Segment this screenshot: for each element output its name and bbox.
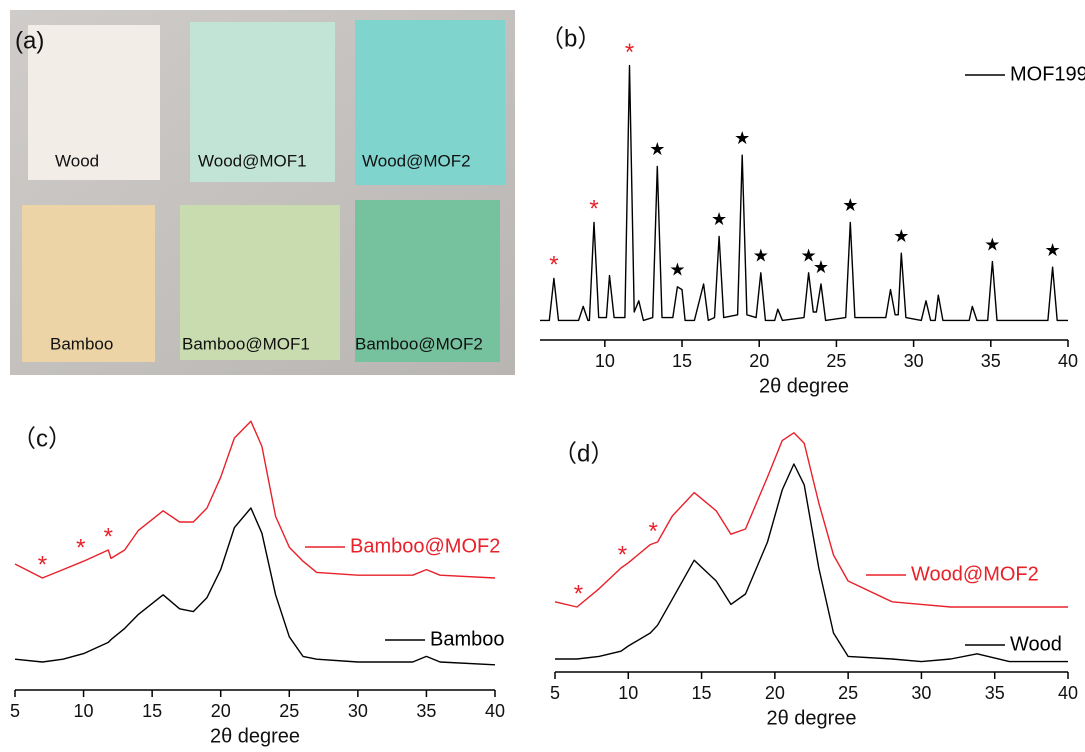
x-tick-label: 25 <box>838 683 858 703</box>
peak-marker: ★ <box>984 234 1000 254</box>
sample-block <box>190 22 335 182</box>
peak-marker: ★ <box>1044 240 1060 260</box>
peak-marker: ★ <box>813 257 829 277</box>
sample-label: Bamboo@MOF2 <box>355 334 483 353</box>
sample-label: Wood@MOF1 <box>198 151 307 170</box>
sample-block <box>355 200 500 362</box>
sample-block <box>28 25 160 180</box>
legend-label: Wood <box>1010 633 1062 655</box>
peak-marker: * <box>618 541 627 568</box>
data-line <box>555 463 1068 663</box>
legend-label: MOF199 <box>1010 63 1085 85</box>
x-tick-label: 20 <box>211 701 231 721</box>
peak-marker: * <box>549 252 558 279</box>
peak-marker: * <box>76 535 85 562</box>
peak-marker: ★ <box>753 246 769 266</box>
x-tick-label: 15 <box>142 701 162 721</box>
x-tick-label: 30 <box>911 683 931 703</box>
peak-marker: * <box>589 196 598 223</box>
x-tick-label: 35 <box>985 683 1005 703</box>
sample-label: Wood@MOF2 <box>362 151 471 170</box>
peak-marker: ★ <box>669 260 685 280</box>
x-tick-label: 10 <box>618 683 638 703</box>
data-line <box>554 432 1068 608</box>
peak-marker: ★ <box>842 195 858 215</box>
legend-label: Bamboo@MOF2 <box>350 535 500 557</box>
x-tick-label: 30 <box>904 351 924 371</box>
peak-marker: ★ <box>893 226 909 246</box>
x-axis-title: 2θ degree <box>210 725 300 747</box>
photo-panel: (a) Wood Wood@MOF1 Wood@MOF2 Bamboo Bamb… <box>10 10 515 375</box>
panel-label: (a) <box>15 27 44 54</box>
legend-label: Wood@MOF2 <box>911 563 1039 585</box>
sample-label: Bamboo@MOF1 <box>182 334 310 353</box>
x-tick-label: 10 <box>74 701 94 721</box>
x-tick-label: 10 <box>595 351 615 371</box>
peak-marker: * <box>625 39 634 66</box>
x-tick-label: 35 <box>981 351 1001 371</box>
x-tick-label: 40 <box>1058 683 1078 703</box>
sample-block <box>22 205 155 362</box>
legend-label: Bamboo <box>430 628 505 650</box>
x-tick-label: 5 <box>10 701 20 721</box>
x-axis-title: 2θ degree <box>766 707 856 729</box>
x-tick-label: 5 <box>550 683 560 703</box>
x-tick-label: 15 <box>692 683 712 703</box>
data-line <box>14 420 496 579</box>
peak-marker: * <box>649 518 658 545</box>
peak-marker: * <box>38 551 47 578</box>
x-tick-label: 20 <box>749 351 769 371</box>
peak-marker: ★ <box>711 209 727 229</box>
x-tick-label: 30 <box>348 701 368 721</box>
x-tick-label: 40 <box>1058 351 1078 371</box>
sample-block <box>180 205 340 360</box>
peak-marker: ★ <box>649 139 665 159</box>
panel-label: （b） <box>540 25 601 52</box>
x-tick-label: 25 <box>279 701 299 721</box>
x-tick-label: 35 <box>416 701 436 721</box>
x-tick-label: 15 <box>672 351 692 371</box>
peak-marker: ★ <box>801 246 817 266</box>
panel-label: （d） <box>553 440 614 467</box>
peak-marker: * <box>574 580 583 607</box>
x-axis-title: 2θ degree <box>759 375 849 397</box>
peak-marker: * <box>104 523 113 550</box>
data-line <box>540 64 1068 322</box>
sample-block <box>355 20 505 185</box>
peak-marker: ★ <box>734 128 750 148</box>
x-tick-label: 25 <box>826 351 846 371</box>
sample-label: Wood <box>55 151 99 170</box>
x-tick-label: 20 <box>765 683 785 703</box>
panel-label: （c） <box>12 425 72 452</box>
data-line <box>14 507 496 666</box>
sample-label: Bamboo <box>50 334 113 353</box>
x-tick-label: 40 <box>485 701 505 721</box>
